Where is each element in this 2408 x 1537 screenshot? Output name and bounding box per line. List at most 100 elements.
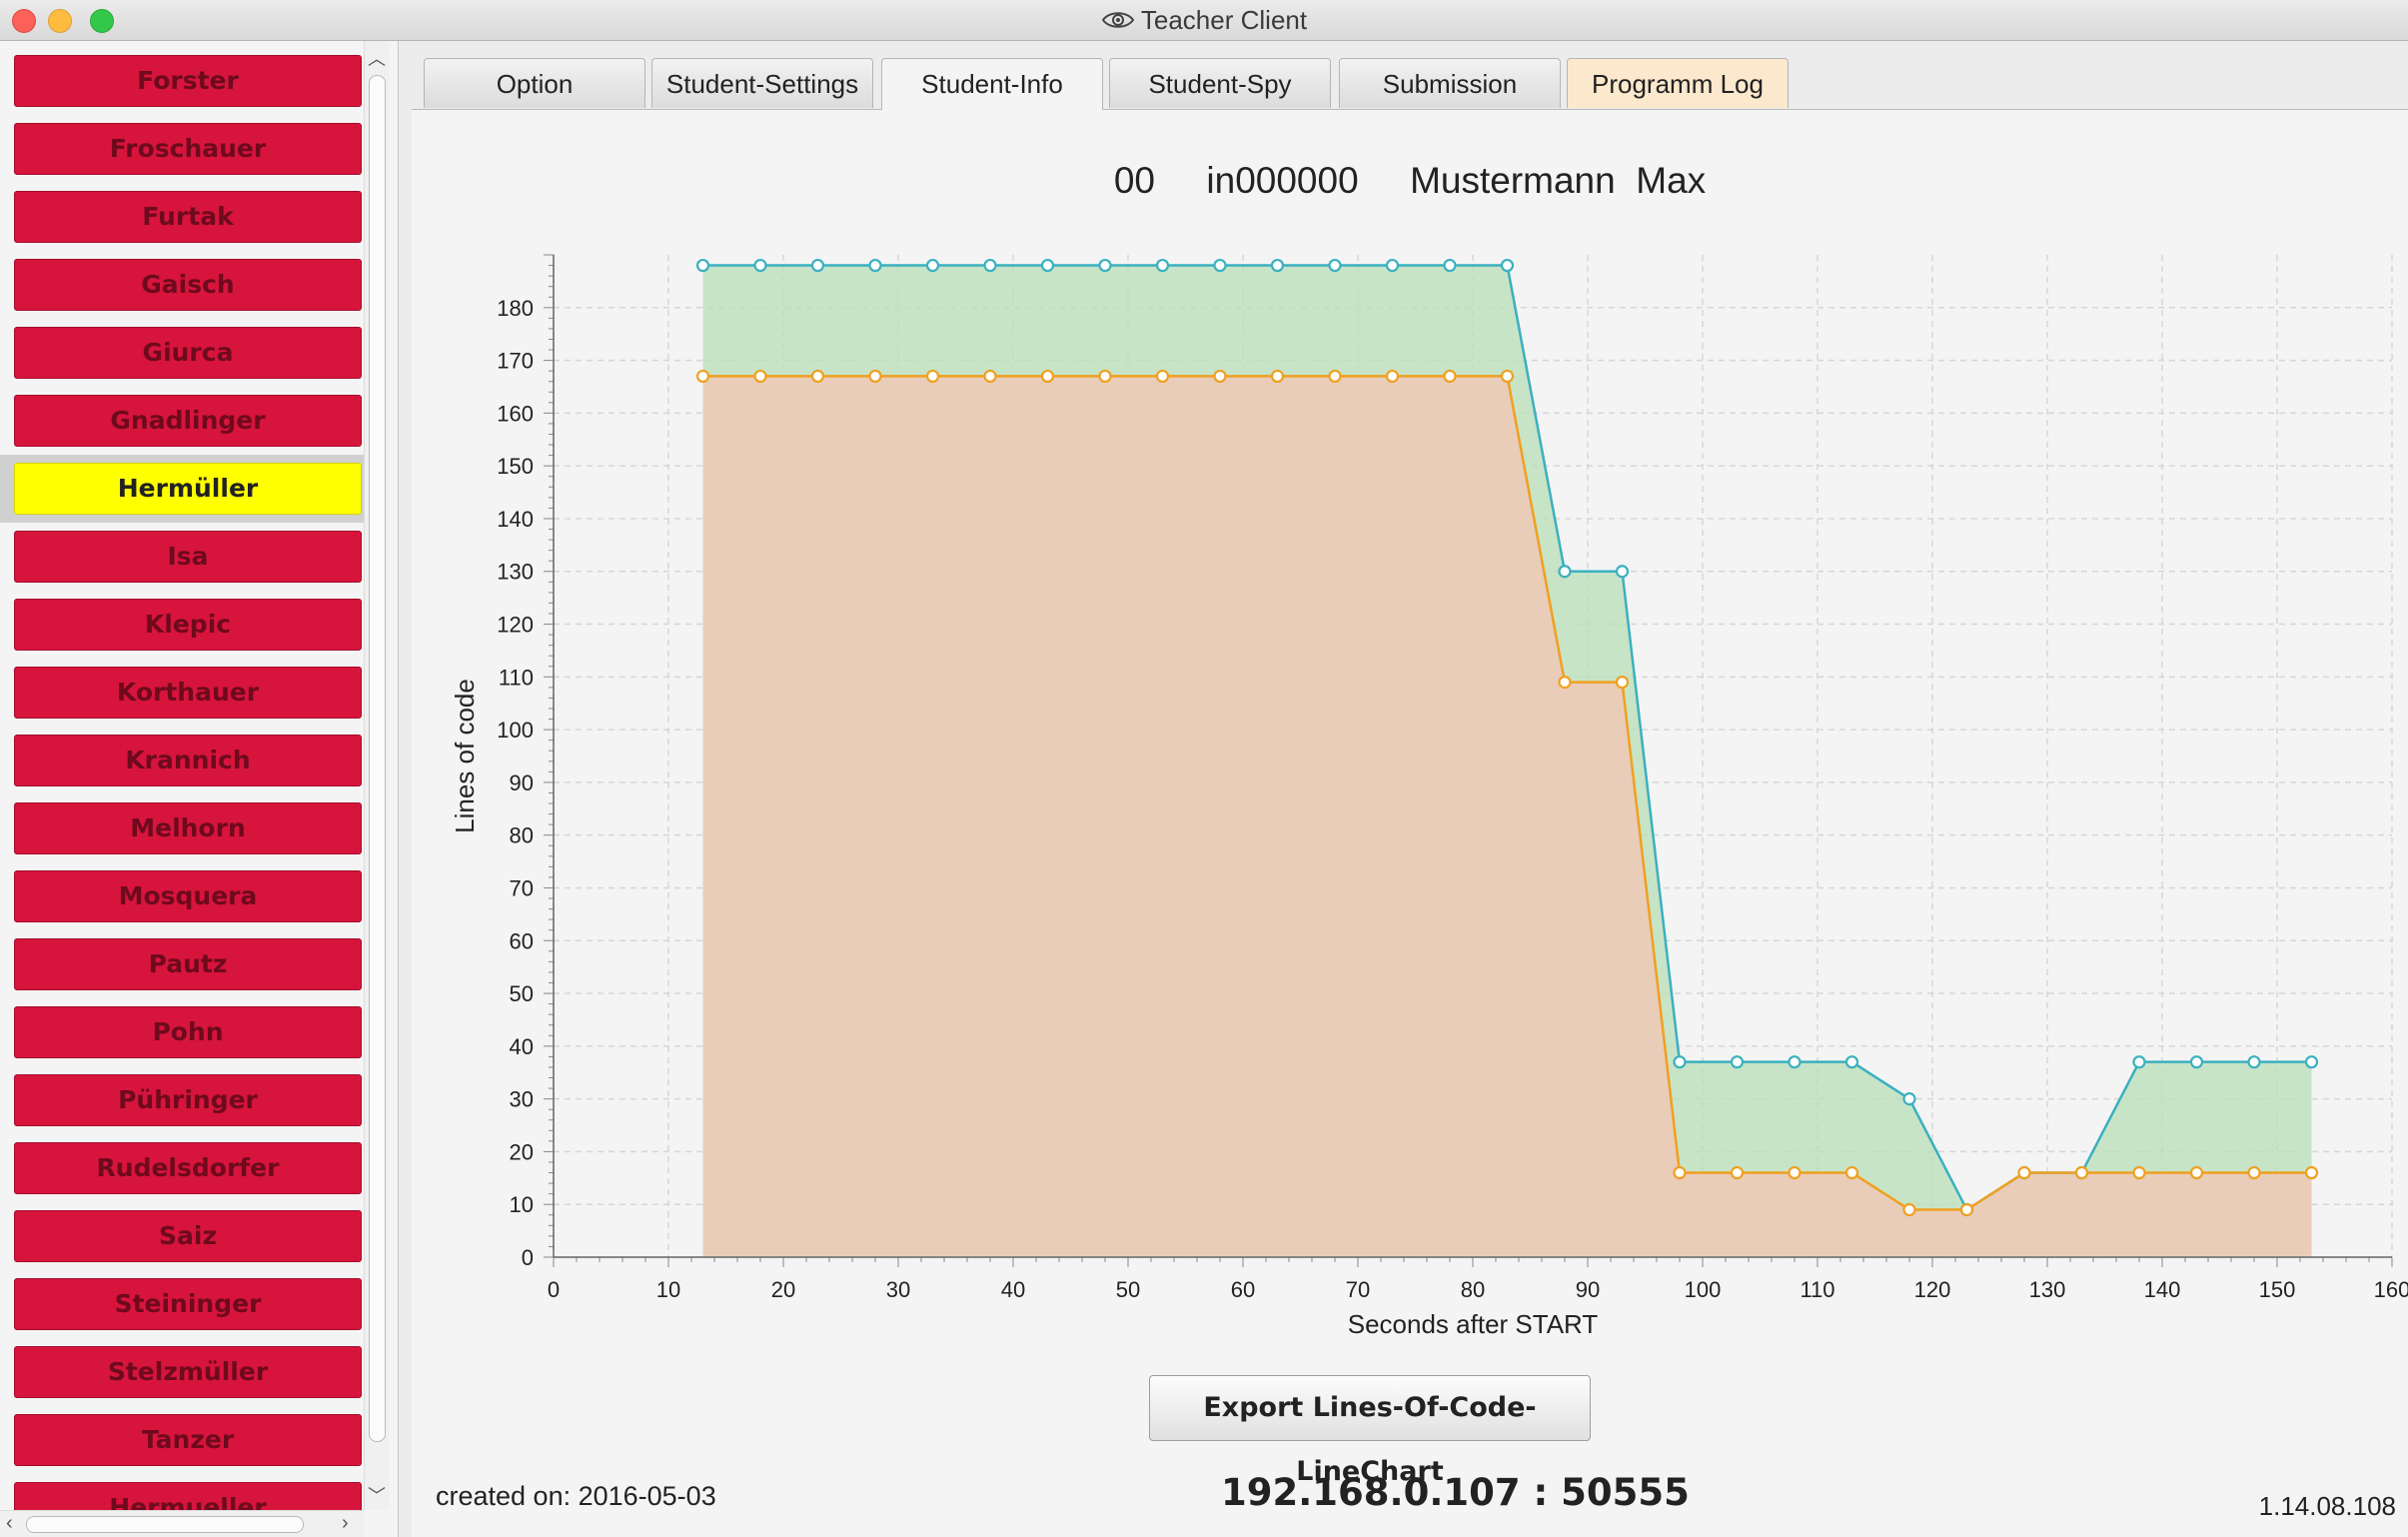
y-tick-label: 20 [510, 1139, 534, 1164]
zoom-window-button[interactable] [90, 9, 114, 33]
student-button[interactable]: Rudelsdorfer [14, 1142, 362, 1194]
student-button[interactable]: Isa [14, 531, 362, 583]
student-list[interactable]: Forster Froschauer Furtak Gaisch Giurca Gnadl… [0, 41, 399, 1537]
series-0-point [1443, 258, 1457, 273]
student-button[interactable]: Forster [14, 55, 362, 107]
series-1-point [2132, 1165, 2146, 1180]
y-tick-label: 60 [510, 928, 534, 953]
series-1-point [2304, 1165, 2319, 1180]
y-tick-label: 10 [510, 1192, 534, 1217]
tab-programm-log[interactable]: Programm Log [1567, 58, 1789, 108]
student-button[interactable]: Pühringer [14, 1074, 362, 1126]
student-button[interactable]: Melhorn [14, 802, 362, 854]
series-0-point [1328, 258, 1342, 273]
series-0-point [1098, 258, 1112, 273]
y-tick-label: 120 [497, 613, 534, 638]
y-tick-label: 40 [510, 1034, 534, 1059]
series-0-point [1902, 1092, 1916, 1106]
x-tick-label: 60 [1231, 1277, 1255, 1302]
close-window-button[interactable] [12, 9, 36, 33]
series-0-point [753, 258, 767, 273]
y-tick-label: 130 [497, 560, 534, 585]
x-tick-label: 140 [2144, 1277, 2181, 1302]
student-button[interactable]: Steininger [14, 1278, 362, 1330]
student-button[interactable]: Krannich [14, 735, 362, 786]
tab-student-spy[interactable]: Student-Spy [1109, 58, 1331, 108]
horizontal-scrollbar[interactable]: ‹ › [0, 1510, 364, 1537]
y-tick-label: 0 [522, 1245, 534, 1270]
series-1-point [1270, 369, 1285, 384]
series-1-point [1443, 369, 1457, 384]
student-button[interactable]: Klepic [14, 599, 362, 651]
student-button[interactable]: Gnadlinger [14, 395, 362, 447]
x-axis-title: Seconds after START [1348, 1309, 1599, 1339]
student-button[interactable]: Gaisch [14, 259, 362, 311]
y-tick-label: 30 [510, 1087, 534, 1112]
series-0-point [1673, 1055, 1687, 1069]
x-tick-label: 70 [1346, 1277, 1370, 1302]
x-tick-label: 80 [1461, 1277, 1485, 1302]
created-on-label: created on: 2016-05-03 [436, 1481, 716, 1511]
series-1-area [702, 376, 2312, 1258]
series-0-point [695, 258, 710, 273]
series-1-point [1558, 675, 1572, 690]
minimize-window-button[interactable] [48, 9, 72, 33]
horizontal-scroll-thumb[interactable] [26, 1516, 304, 1533]
scroll-down-icon[interactable]: ﹀ [368, 1486, 386, 1506]
student-button[interactable]: Stelzmüller [14, 1346, 362, 1398]
x-tick-label: 120 [1914, 1277, 1951, 1302]
vertical-scroll-thumb[interactable] [369, 75, 386, 1442]
y-tick-label: 170 [497, 349, 534, 374]
x-tick-label: 40 [1001, 1277, 1025, 1302]
series-1-point [1615, 675, 1630, 690]
series-1-point [2189, 1165, 2204, 1180]
title-bar: Teacher Client [0, 0, 2408, 41]
series-1-point [2247, 1165, 2261, 1180]
series-0-point [1558, 565, 1572, 579]
student-button[interactable]: Tanzer [14, 1414, 362, 1466]
series-0-point [1615, 565, 1630, 579]
x-tick-label: 50 [1116, 1277, 1140, 1302]
student-button[interactable]: Hermüller [14, 463, 362, 515]
scroll-left-icon[interactable]: ‹ [6, 1512, 13, 1534]
student-button[interactable]: Pohn [14, 1006, 362, 1058]
x-tick-label: 150 [2259, 1277, 2296, 1302]
tab-bar: Option Student-Settings Student-Info Stu… [412, 52, 2408, 110]
student-button[interactable]: Korthauer [14, 667, 362, 719]
tab-submission[interactable]: Submission [1339, 58, 1561, 108]
student-button[interactable]: Furtak [14, 191, 362, 243]
scroll-up-icon[interactable]: ︿ [368, 49, 386, 69]
series-0-point [1270, 258, 1285, 273]
student-button[interactable]: Saiz [14, 1210, 362, 1262]
student-button[interactable]: Pautz [14, 938, 362, 990]
series-1-point [1500, 369, 1515, 384]
tab-option[interactable]: Option [424, 58, 645, 108]
window-title: Teacher Client [1140, 5, 1308, 35]
student-button[interactable]: Froschauer [14, 123, 362, 175]
series-0-point [925, 258, 940, 273]
y-tick-label: 70 [510, 875, 534, 900]
student-button[interactable]: Giurca [14, 327, 362, 379]
student-firstname: Max [1636, 160, 1707, 201]
student-lastname: Mustermann [1410, 160, 1616, 201]
series-1-point [983, 369, 997, 384]
lines-of-code-chart: 0 10 20 30 40 50 60 70 80 90 100 110 120 130 140 150 160… [450, 254, 2408, 1339]
series-0-point [1040, 258, 1055, 273]
scroll-right-icon[interactable]: › [342, 1512, 349, 1534]
series-1-point [695, 369, 710, 384]
series-1-point [1673, 1165, 1687, 1180]
series-0-point [1844, 1055, 1859, 1069]
tab-student-settings[interactable]: Student-Settings [651, 58, 873, 108]
series-0-point [810, 258, 825, 273]
x-tick-label: 30 [886, 1277, 910, 1302]
series-1-point [1788, 1165, 1802, 1180]
tab-student-info[interactable]: Student-Info [881, 58, 1103, 110]
series-1-point [1902, 1202, 1916, 1217]
y-tick-label: 180 [497, 296, 534, 321]
series-1-point [1730, 1165, 1745, 1180]
student-button[interactable]: Mosquera [14, 870, 362, 922]
vertical-scrollbar[interactable]: ︿ ﹀ [364, 41, 389, 1510]
export-chart-button[interactable]: Export Lines-Of-Code-LineChart [1149, 1375, 1591, 1487]
student-number: 00 [1113, 160, 1155, 201]
series-0-point [1155, 258, 1170, 273]
